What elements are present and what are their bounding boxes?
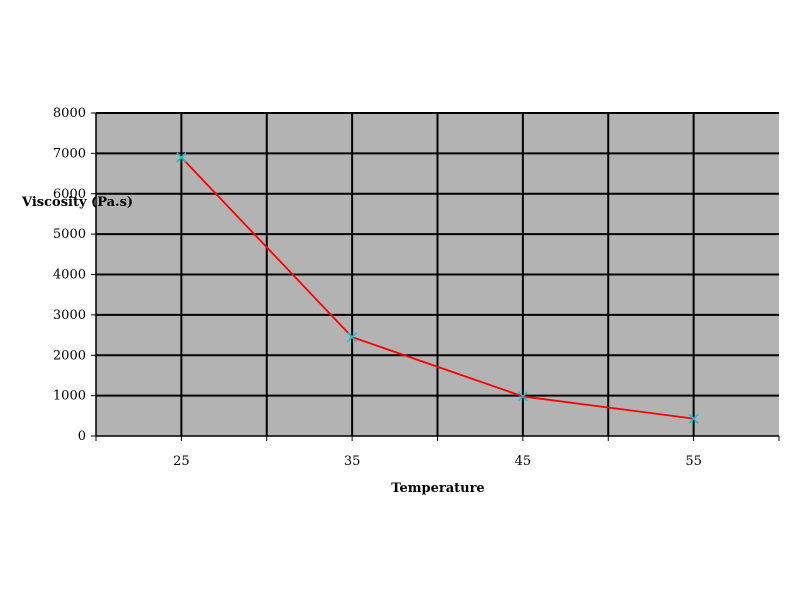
data-point xyxy=(517,391,528,402)
x-tick-label: 25 xyxy=(173,454,190,469)
y-tick-label: 3000 xyxy=(53,308,86,323)
y-tick-label: 5000 xyxy=(53,227,86,242)
x-tick-label: 55 xyxy=(685,454,702,469)
x-axis-title: Temperature xyxy=(391,481,484,496)
y-tick-label: 8000 xyxy=(53,106,86,121)
y-tick-label: 1000 xyxy=(53,389,86,404)
data-point-marker xyxy=(347,332,358,343)
y-tick-label: 7000 xyxy=(53,146,86,161)
data-point xyxy=(347,332,358,343)
data-point-marker xyxy=(517,391,528,402)
series-line xyxy=(180,156,694,420)
data-point-marker xyxy=(176,152,187,163)
y-tick-label: 4000 xyxy=(53,268,86,283)
data-point-marker xyxy=(688,413,699,424)
data-point xyxy=(688,413,699,424)
x-tick-label: 45 xyxy=(515,454,532,469)
x-tick-label: 35 xyxy=(344,454,361,469)
data-point xyxy=(176,152,187,163)
y-tick-label: 0 xyxy=(78,429,86,444)
y-axis-title: Viscosity (Pa.s) xyxy=(21,195,133,210)
y-tick-label: 6000 xyxy=(53,187,86,202)
y-tick-label: 2000 xyxy=(53,348,86,363)
